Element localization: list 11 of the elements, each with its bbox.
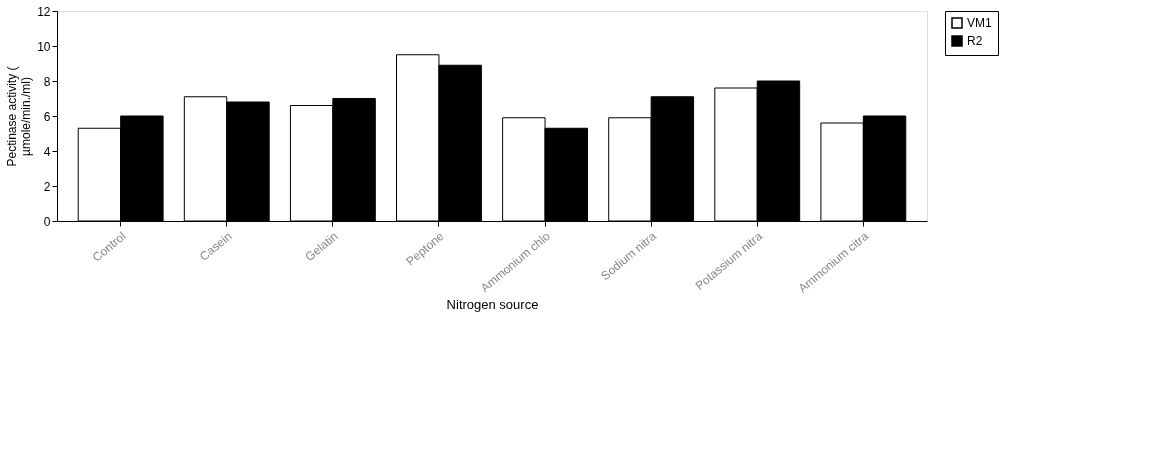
y-tick-label: 8 (43, 74, 51, 89)
y-tick-label: 6 (43, 109, 51, 124)
y-tick-label: 0 (43, 214, 51, 229)
y-tick-label: 4 (43, 144, 51, 159)
y-axis-title: Pectinase activity (µmole/min./ml) (5, 66, 34, 167)
x-axis-title: Nitrogen source (446, 296, 539, 312)
y-tick-label: 2 (43, 179, 51, 194)
y-tick-label: 10 (37, 39, 51, 54)
legend-label: R2 (967, 34, 983, 48)
y-tick-label: 12 (37, 4, 51, 19)
legend-label: VM1 (967, 16, 992, 30)
